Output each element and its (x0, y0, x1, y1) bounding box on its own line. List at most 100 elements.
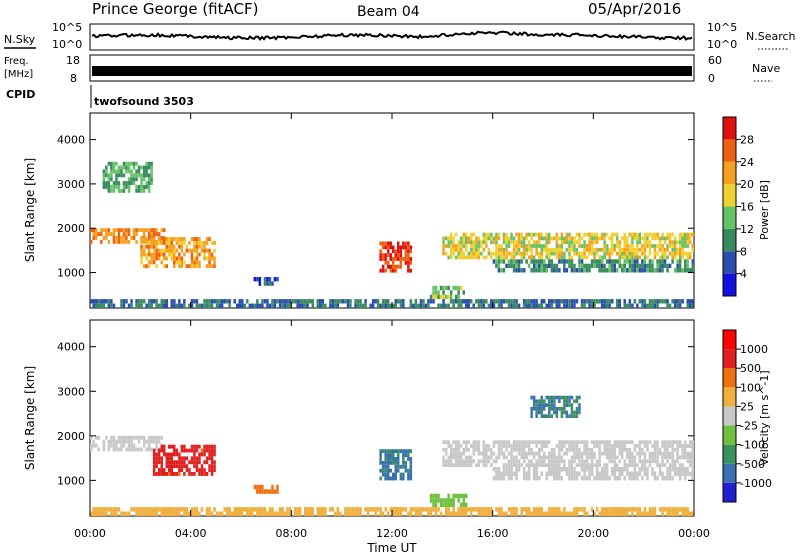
heatmap-cell (563, 263, 566, 269)
heatmap-cell (553, 410, 556, 415)
heatmap-cell (120, 173, 123, 178)
heatmap-cell (608, 251, 611, 256)
heatmap-cell (585, 299, 589, 304)
heatmap-cell (95, 507, 98, 512)
heatmap-cell (578, 236, 581, 241)
heatmap-cell (638, 459, 642, 464)
heatmap-cell (140, 511, 143, 516)
heatmap-cell (510, 236, 513, 241)
heatmap-cell (130, 507, 133, 512)
heatmap-cell (507, 444, 511, 448)
heatmap-cell (447, 502, 450, 508)
heatmap-cell (545, 403, 548, 407)
heatmap-cell (157, 456, 161, 461)
heatmap-cell (538, 406, 541, 411)
heatmap-cell (673, 255, 677, 260)
heatmap-cell (402, 472, 405, 477)
heatmap-cell (668, 240, 672, 245)
heatmap-cell (689, 236, 692, 241)
heatmap-cell (691, 259, 694, 264)
heatmap-cell (532, 259, 536, 264)
heatmap-cell (595, 459, 599, 464)
heatmap-cell (200, 448, 204, 453)
heatmap-cell (522, 303, 526, 308)
heatmap-cell (454, 244, 458, 248)
heatmap-cell (600, 259, 604, 264)
heatmap-cell (538, 244, 541, 248)
heatmap-cell (497, 455, 501, 460)
heatmap-cell (392, 472, 395, 477)
heatmap-cell (381, 460, 385, 465)
heatmap-cell (256, 277, 259, 282)
heatmap-cell (578, 259, 581, 264)
heatmap-cell (553, 459, 556, 464)
heatmap-cell (548, 440, 551, 445)
heatmap-cell (135, 169, 138, 174)
heatmap-cell (152, 299, 156, 304)
heatmap-cell (316, 299, 319, 304)
heatmap-cell (110, 188, 113, 193)
heatmap-cell (543, 444, 546, 448)
heatmap-cell (520, 455, 523, 460)
heatmap-cell (462, 502, 465, 508)
heatmap-cell (288, 303, 292, 308)
heatmap-cell (230, 511, 234, 516)
heatmap-cell (178, 299, 181, 304)
heatmap-cell (399, 303, 403, 308)
heatmap-cell (437, 294, 440, 300)
heatmap-cell (646, 511, 649, 516)
heatmap-cell (157, 256, 161, 261)
heatmap-cell (623, 511, 626, 516)
heatmap-cell (548, 247, 551, 252)
heatmap-cell (490, 232, 493, 237)
heatmap-cell (555, 232, 559, 237)
heatmap-cell (140, 299, 143, 304)
heatmap-cell (618, 444, 621, 448)
heatmap-cell (643, 236, 647, 241)
heatmap-cell (341, 299, 345, 304)
heatmap-cell (130, 439, 133, 444)
heatmap-cell (286, 511, 289, 516)
heatmap-cell (530, 463, 533, 467)
colorbar-swatch (723, 251, 736, 274)
heatmap-cell (296, 511, 299, 516)
heatmap-cell (160, 511, 163, 516)
heatmap-cell (588, 236, 591, 241)
heatmap-cell (550, 236, 554, 241)
heatmap-cell (550, 251, 554, 256)
heatmap-cell (643, 247, 647, 252)
heatmap-cell (565, 268, 569, 273)
heatmap-cell (643, 507, 647, 512)
heatmap-cell (477, 459, 481, 464)
heatmap-cell (238, 303, 241, 308)
heatmap-cell (273, 511, 277, 516)
heatmap-cell (651, 467, 654, 472)
heatmap-cell (434, 285, 438, 291)
heatmap-cell (603, 467, 606, 472)
heatmap-cell (434, 502, 438, 508)
heatmap-cell (558, 447, 561, 452)
heatmap-cell (447, 294, 450, 300)
heatmap-cell (666, 459, 669, 464)
heatmap-cell (419, 299, 423, 304)
heatmap-cell (427, 299, 430, 304)
heatmap-cell (404, 257, 408, 261)
heatmap-cell (140, 173, 143, 178)
heatmap-cell (580, 507, 584, 512)
heatmap-cell (525, 236, 528, 241)
heatmap-cell (691, 303, 694, 308)
heatmap-cell (666, 467, 669, 472)
heatmap-cell (618, 459, 621, 464)
heatmap-cell (263, 299, 267, 304)
heatmap-cell (115, 239, 118, 244)
heatmap-cell (180, 444, 184, 449)
heatmap-cell (502, 299, 506, 304)
heatmap-cell (122, 299, 126, 304)
heatmap-cell (155, 241, 158, 245)
heatmap-cell (678, 240, 682, 245)
heatmap-cell (618, 251, 621, 256)
heatmap-cell (193, 256, 196, 261)
heatmap-cell (595, 467, 599, 472)
heatmap-cell (517, 467, 521, 472)
